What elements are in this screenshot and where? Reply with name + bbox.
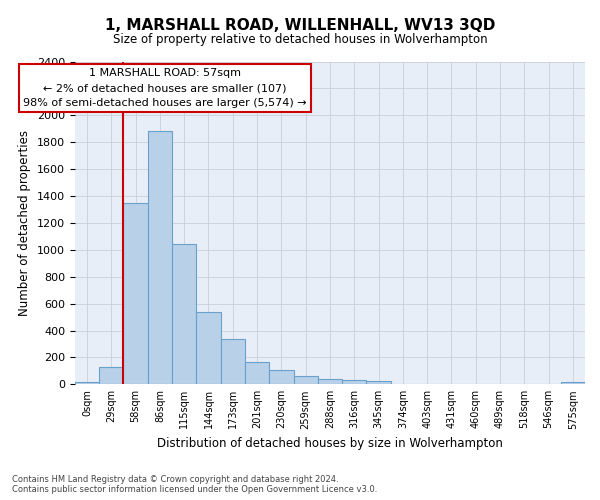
Bar: [124, 202, 148, 384]
Bar: [561, 382, 585, 384]
Bar: [245, 362, 269, 384]
Bar: [293, 376, 318, 384]
Text: 1, MARSHALL ROAD, WILLENHALL, WV13 3QD: 1, MARSHALL ROAD, WILLENHALL, WV13 3QD: [105, 18, 495, 32]
Bar: [269, 370, 293, 384]
Bar: [342, 380, 367, 384]
Bar: [99, 368, 124, 384]
Bar: [221, 339, 245, 384]
Bar: [367, 380, 391, 384]
Bar: [148, 132, 172, 384]
Bar: [318, 379, 342, 384]
X-axis label: Distribution of detached houses by size in Wolverhampton: Distribution of detached houses by size …: [157, 437, 503, 450]
Bar: [172, 244, 196, 384]
Bar: [75, 382, 99, 384]
Text: 1 MARSHALL ROAD: 57sqm
← 2% of detached houses are smaller (107)
98% of semi-det: 1 MARSHALL ROAD: 57sqm ← 2% of detached …: [23, 68, 307, 108]
Y-axis label: Number of detached properties: Number of detached properties: [19, 130, 31, 316]
Text: Contains public sector information licensed under the Open Government Licence v3: Contains public sector information licen…: [12, 486, 377, 494]
Text: Size of property relative to detached houses in Wolverhampton: Size of property relative to detached ho…: [113, 32, 487, 46]
Text: Contains HM Land Registry data © Crown copyright and database right 2024.: Contains HM Land Registry data © Crown c…: [12, 476, 338, 484]
Bar: [196, 312, 221, 384]
